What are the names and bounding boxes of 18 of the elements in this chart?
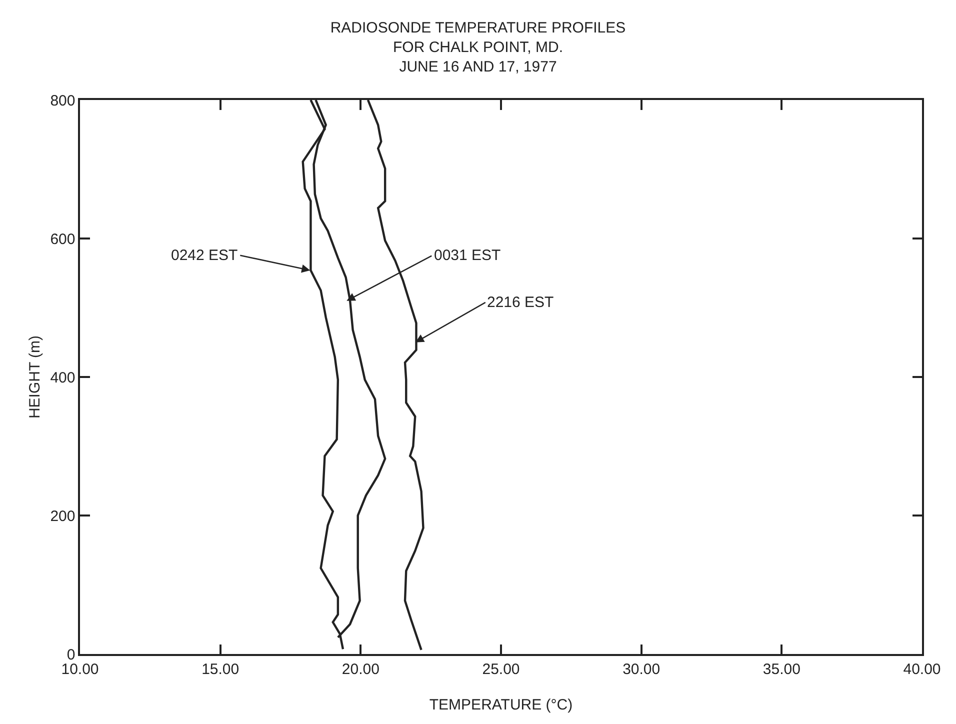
y-tick-label: 600 [50, 230, 76, 248]
y-tick-label: 200 [50, 508, 76, 525]
annotation: 2216 EST [487, 294, 554, 311]
x-tick-label: 10.00 [61, 660, 99, 678]
x-tick-label: 25.00 [482, 660, 520, 678]
x-tick-label: 40.00 [903, 660, 941, 678]
x-tick-label: 20.00 [342, 660, 380, 678]
y-tick-label: 0 [66, 646, 76, 664]
y-tick-label: 800 [50, 92, 76, 110]
y-tick-label: 400 [50, 369, 76, 386]
y-axis-title: HEIGHT (m) [26, 335, 44, 419]
x-tick-label: 35.00 [762, 660, 800, 678]
x-tick-label: 15.00 [202, 660, 240, 678]
chart-title: RADIOSONDE TEMPERATURE PROFILES FOR CHALK POINT, MD. JUNE 16 AND 17, 1977 [330, 19, 626, 76]
x-tick-label: 30.00 [622, 660, 660, 678]
annotation: 0242 EST [171, 247, 238, 264]
x-axis-title: TEMPERATURE (°C) [429, 696, 573, 714]
annotation: 0031 EST [434, 247, 501, 264]
